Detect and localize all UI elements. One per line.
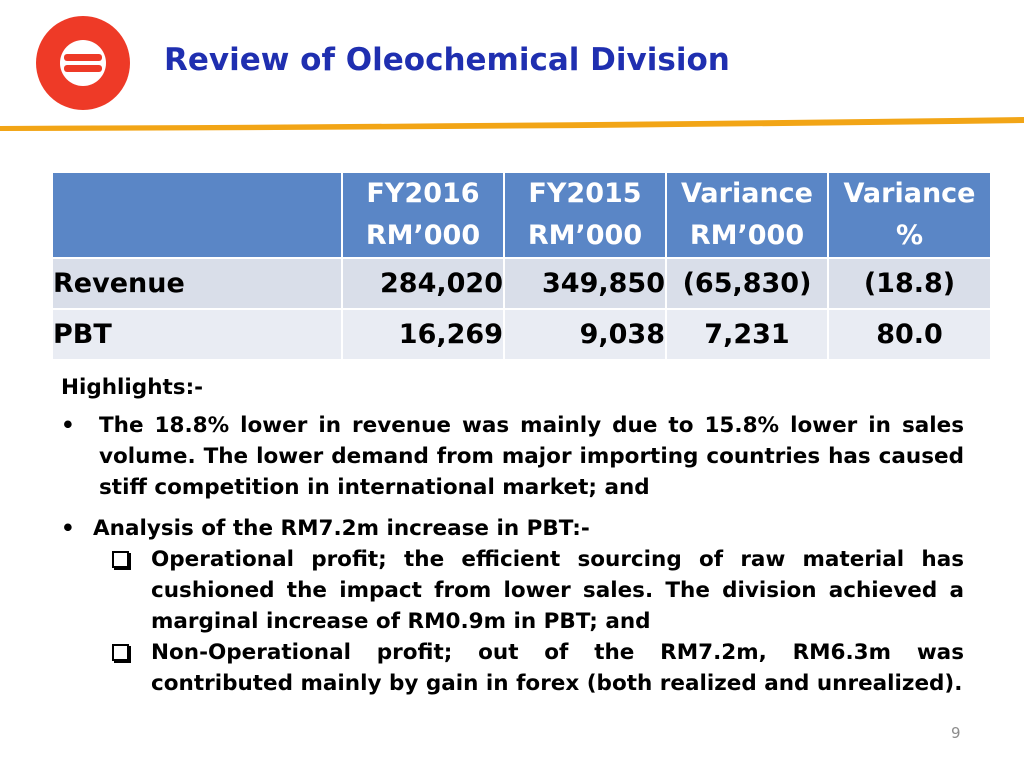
table-row: Revenue 284,020 349,850 (65,830) (18.8)	[51, 257, 992, 310]
checkbox-bullet-icon	[112, 551, 129, 568]
header-cell-fy2016: FY2016 RM’000	[341, 171, 505, 259]
table-header-row: FY2016 RM’000 FY2015 RM’000 Variance RM’000…	[51, 171, 992, 259]
highlights-heading: Highlights:-	[61, 375, 204, 400]
row-label: Revenue	[51, 257, 343, 310]
cell-variance-pct: (18.8)	[827, 257, 992, 310]
cell-fy2015: 9,038	[503, 308, 667, 361]
list-item: • The 18.8% lower in revenue was mainly …	[61, 410, 964, 503]
sub-item-text: Operational profit; the efficient sourci…	[151, 547, 964, 634]
header-cell-variance-pct: Variance%	[827, 171, 992, 259]
row-label: PBT	[51, 308, 343, 361]
cell-variance-rm: 7,231	[665, 308, 829, 361]
cell-fy2016: 16,269	[341, 308, 505, 361]
header-cell-fy2015: FY2015 RM’000	[503, 171, 667, 259]
cell-variance-rm: (65,830)	[665, 257, 829, 310]
sub-item-text: Non-Operational profit; out of the RM7.2…	[151, 640, 964, 696]
page-number: 9	[951, 724, 961, 742]
cell-variance-pct: 80.0	[827, 308, 992, 361]
bullet-marker: •	[61, 516, 75, 541]
header-cell-empty	[51, 171, 343, 259]
cell-fy2016: 284,020	[341, 257, 505, 310]
sub-list-item: Operational profit; the efficient sourci…	[112, 544, 964, 637]
table-row: PBT 16,269 9,038 7,231 80.0	[51, 308, 992, 361]
highlights-section: Highlights:- • The 18.8% lower in revenu…	[61, 372, 964, 699]
brand-logo-icon	[36, 16, 130, 110]
bullet-text: Analysis of the RM7.2m increase in PBT:-	[93, 516, 590, 541]
financial-table: FY2016 RM’000 FY2015 RM’000 Variance RM’000…	[51, 171, 992, 361]
bullet-text: The 18.8% lower in revenue was mainly du…	[99, 413, 964, 500]
cell-fy2015: 349,850	[503, 257, 667, 310]
header-cell-variance-rm: Variance RM’000	[665, 171, 829, 259]
bullet-marker: •	[61, 413, 75, 438]
header-divider	[0, 117, 1024, 131]
sub-list-item: Non-Operational profit; out of the RM7.2…	[112, 637, 964, 699]
list-item: • Analysis of the RM7.2m increase in PBT…	[61, 513, 964, 544]
page-title: Review of Oleochemical Division	[164, 42, 730, 78]
checkbox-bullet-icon	[112, 644, 129, 661]
